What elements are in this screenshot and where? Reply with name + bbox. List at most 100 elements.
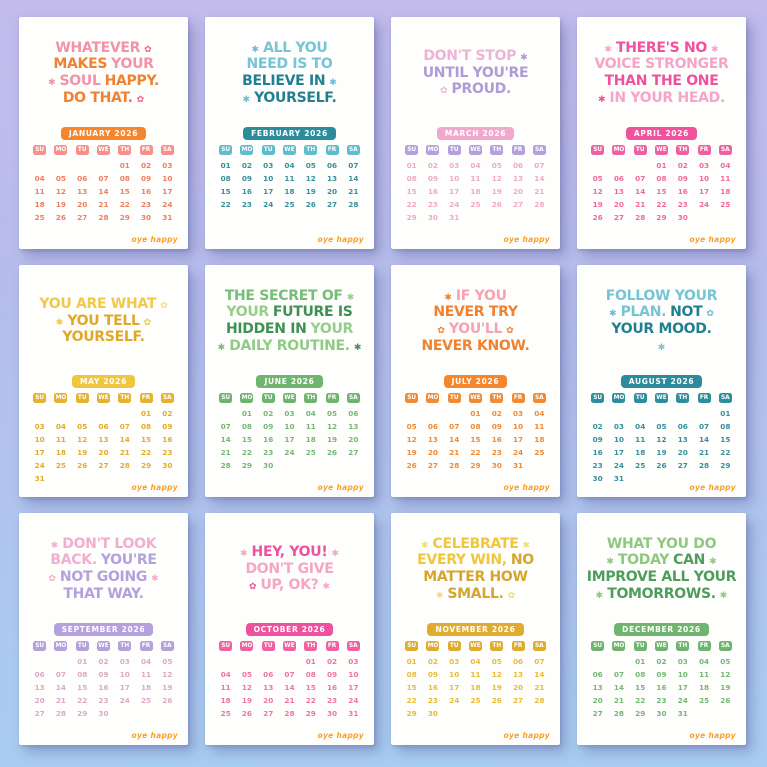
weekday-cell: MO: [50, 145, 71, 155]
weekday-label: SU: [405, 145, 419, 155]
date-cell: 07: [348, 161, 359, 170]
weekday-header: SU MO TU WE TH FR SA: [215, 393, 364, 403]
weekday-cell: FR: [321, 641, 342, 651]
flower-icon: ✱: [719, 590, 728, 601]
date-cell: 15: [305, 683, 316, 692]
date-cell: 12: [77, 435, 88, 444]
weekday-label: FR: [139, 145, 153, 155]
date-cell: 21: [98, 200, 109, 209]
date-cell: 08: [635, 670, 646, 679]
quote-word: NEVER KNOW.: [421, 337, 530, 354]
date-cell: 24: [34, 461, 45, 470]
date-cell: 12: [406, 435, 417, 444]
quote-word: DON'T LOOK: [62, 535, 157, 552]
date-cell: 10: [698, 174, 710, 183]
date-cell: 26: [162, 696, 173, 705]
quote-line: ✱ PLAN. NOT ✿: [607, 304, 716, 321]
date-cell: 16: [592, 448, 603, 457]
date-cell: 31: [512, 461, 524, 470]
quote-word: DON'T GIVE: [245, 560, 334, 577]
date-cell: 29: [406, 709, 417, 718]
quote-line: BELIEVE IN ✱: [240, 73, 339, 90]
weekday-label: MO: [54, 641, 68, 651]
weekday-label: MO: [240, 145, 254, 155]
quote-word: DON'T STOP: [423, 48, 517, 65]
date-grid: 01 02 03 04 05 06 07 08 09 10 11 12 13 14 15 16 17 18 19 20…: [215, 161, 364, 210]
date-cell: 31: [449, 213, 460, 222]
date-cell: 01: [119, 161, 130, 170]
date-cell: 08: [656, 174, 667, 183]
date-cell: 05: [55, 174, 66, 183]
date-grid: 01 02 03 04 05 06 07 08 09 10 11 12 13 14 15 16 17 18 19 20…: [215, 657, 364, 719]
calendar-card-november: ✱ CELEBRATE ✱ EVERY WIN, NO MATTER HOW ✱ SMALL.…: [391, 513, 560, 745]
weekday-cell: SU: [215, 641, 236, 651]
weekday-label: MO: [426, 641, 440, 651]
date-cell: 13: [677, 435, 688, 444]
flower-icon: ✿: [48, 574, 56, 584]
date-cell: 13: [77, 187, 88, 196]
date-cell: 12: [326, 422, 338, 431]
flower-icon: ✱: [520, 53, 528, 64]
date-cell: 19: [77, 448, 88, 457]
month-badge-row: JANUARY 2026: [29, 121, 178, 140]
date-cell: 23: [427, 200, 438, 209]
weekday-label: FR: [697, 641, 711, 651]
quote-line: NEVER KNOW.: [419, 338, 531, 355]
date-cell: 02: [140, 161, 152, 170]
quote-line: THAT WAY.: [61, 586, 145, 603]
date-cell: 06: [34, 670, 45, 679]
month-badge: AUGUST 2026: [620, 374, 703, 388]
weekday-cell: TH: [300, 393, 321, 403]
flower-icon: ✱: [711, 44, 719, 55]
date-cell: 23: [241, 200, 252, 209]
quote-word: TODAY: [617, 552, 670, 569]
quote-line: ✱ DAILY ROUTINE. ✱: [216, 338, 364, 355]
flower-icon: ✱: [606, 557, 614, 568]
quote-line: ✱ ALL YOU: [250, 40, 330, 57]
empty-date-cell: [236, 657, 257, 667]
quote-block: ✱ ALL YOU NEED IS TO BELIEVE IN ✱ ✱ YOURSELF.: [215, 25, 364, 121]
date-cell: 05: [406, 422, 417, 431]
quote-line: IMPROVE ALL YOUR: [585, 569, 738, 586]
date-cell: 28: [284, 709, 295, 718]
weekday-cell: MO: [236, 145, 257, 155]
quote-line: MAKES YOUR: [51, 56, 155, 73]
date-cell: 15: [656, 187, 667, 196]
date-cell: 19: [305, 187, 316, 196]
weekday-label: TH: [304, 641, 318, 651]
date-cell: 22: [220, 200, 231, 209]
date-cell: 05: [241, 670, 252, 679]
weekday-cell: SA: [343, 641, 364, 651]
date-cell: 09: [656, 670, 667, 679]
weekday-cell: TU: [72, 145, 93, 155]
date-cell: 16: [98, 683, 109, 692]
date-cell: 16: [326, 683, 338, 692]
date-cell: 01: [220, 161, 231, 170]
date-cell: 01: [406, 657, 417, 666]
quote-block: ✱ CELEBRATE ✱ EVERY WIN, NO MATTER HOW ✱ SMALL.…: [401, 521, 550, 617]
quote-word: HIDDEN IN: [225, 321, 307, 337]
date-cell: 19: [326, 435, 338, 444]
weekday-header: SU MO TU WE TH FR SA: [29, 641, 178, 651]
flower-icon: ✱: [329, 78, 337, 88]
quote-line: ✱ SOUL HAPPY.: [46, 73, 161, 90]
weekday-cell: FR: [507, 641, 528, 651]
weekday-label: SA: [532, 393, 546, 403]
date-cell: 04: [698, 657, 710, 666]
brand-logo: oye happy: [131, 483, 178, 492]
date-cell: 13: [348, 422, 359, 431]
date-cell: 15: [635, 683, 646, 692]
weekday-label: FR: [325, 145, 339, 155]
empty-date-cell: [72, 409, 93, 419]
brand-logo: oye happy: [689, 483, 736, 492]
flower-icon: ✱: [709, 557, 717, 568]
date-cell: 17: [512, 435, 524, 444]
date-cell: 18: [34, 200, 45, 209]
weekday-label: MO: [54, 145, 68, 155]
date-cell: 03: [348, 657, 359, 666]
empty-date-cell: [72, 161, 93, 171]
date-cell: 29: [140, 461, 152, 470]
quote-word: YOU ARE WHAT: [39, 296, 157, 313]
weekday-label: SU: [591, 145, 605, 155]
weekday-label: SA: [160, 393, 174, 403]
